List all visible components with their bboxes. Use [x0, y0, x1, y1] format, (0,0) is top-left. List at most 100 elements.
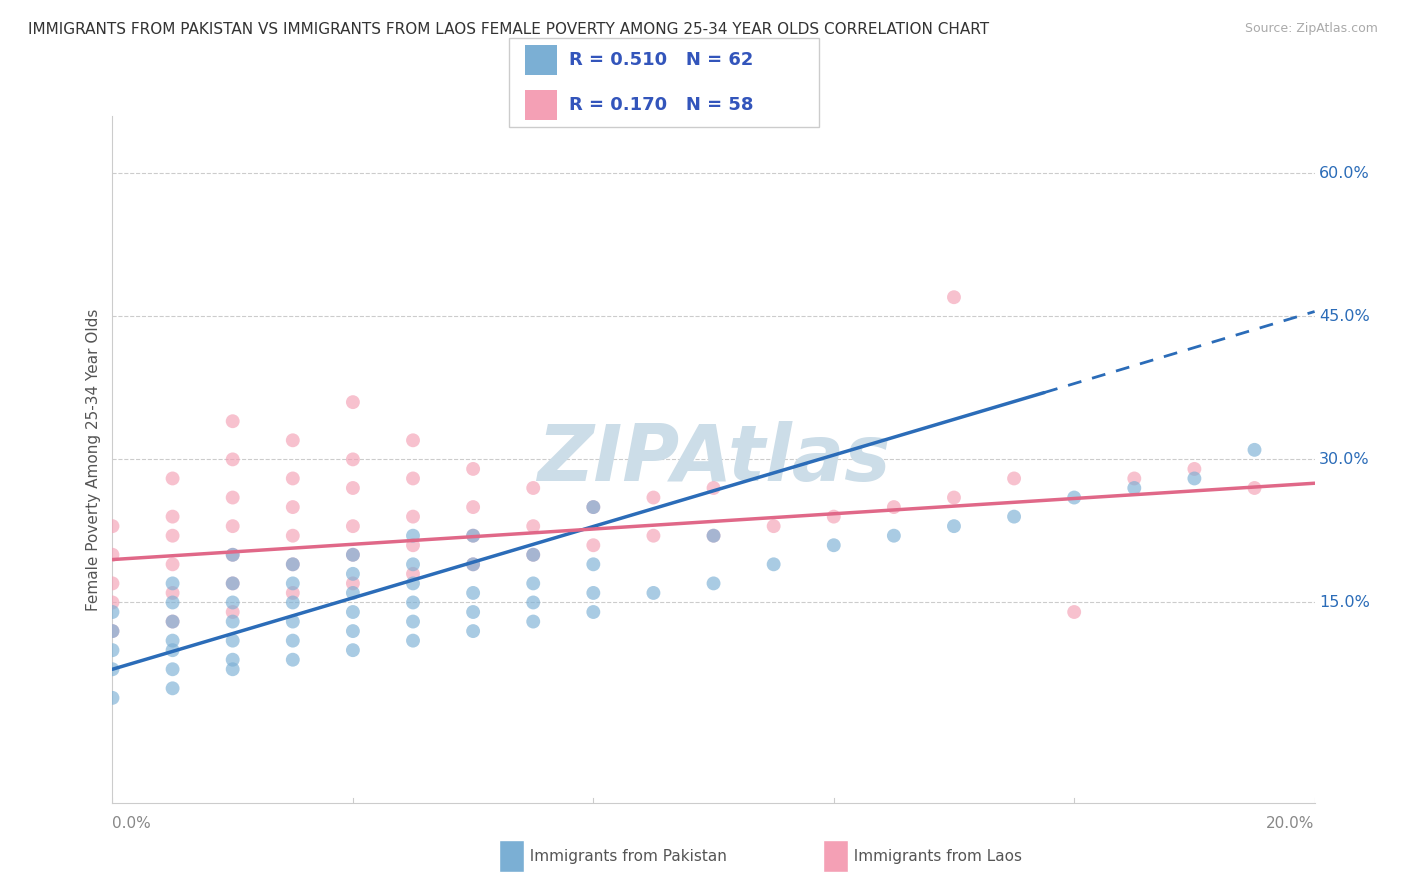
Point [1123, 481, 1146, 495]
Point [522, 548, 544, 562]
Point [342, 481, 364, 495]
Point [162, 633, 184, 648]
Point [643, 586, 665, 600]
Point [101, 690, 124, 705]
Point [222, 576, 245, 591]
Point [222, 605, 245, 619]
Point [823, 538, 845, 552]
Point [402, 538, 425, 552]
Point [461, 558, 484, 572]
Point [281, 576, 304, 591]
Point [1123, 471, 1146, 485]
Point [281, 615, 304, 629]
Point [222, 452, 245, 467]
Point [342, 519, 364, 533]
Text: 60.0%: 60.0% [1319, 166, 1369, 181]
Point [222, 548, 245, 562]
Y-axis label: Female Poverty Among 25-34 Year Olds: Female Poverty Among 25-34 Year Olds [86, 309, 101, 610]
Point [942, 519, 965, 533]
Point [402, 558, 425, 572]
Point [101, 548, 124, 562]
Text: ZIPAtlas: ZIPAtlas [537, 421, 890, 498]
Point [522, 576, 544, 591]
Text: 30.0%: 30.0% [1319, 452, 1369, 467]
Point [461, 529, 484, 543]
Point [101, 519, 124, 533]
Point [162, 615, 184, 629]
Point [883, 500, 905, 514]
Point [101, 595, 124, 609]
Point [281, 471, 304, 485]
Point [582, 558, 605, 572]
Point [1184, 471, 1206, 485]
Point [222, 548, 245, 562]
Text: 20.0%: 20.0% [1267, 816, 1315, 831]
Text: Source: ZipAtlas.com: Source: ZipAtlas.com [1244, 22, 1378, 36]
Point [402, 633, 425, 648]
Point [162, 576, 184, 591]
Point [342, 624, 364, 639]
Point [1063, 491, 1085, 505]
Point [402, 615, 425, 629]
Point [281, 434, 304, 448]
Point [222, 576, 245, 591]
Point [281, 500, 304, 514]
Point [402, 471, 425, 485]
Point [281, 558, 304, 572]
Point [522, 548, 544, 562]
Point [402, 566, 425, 581]
Point [101, 624, 124, 639]
Point [823, 509, 845, 524]
Point [281, 633, 304, 648]
Point [402, 509, 425, 524]
Point [461, 529, 484, 543]
Point [582, 605, 605, 619]
Point [1243, 481, 1265, 495]
Point [222, 633, 245, 648]
Point [461, 558, 484, 572]
Point [461, 462, 484, 476]
Point [1063, 605, 1085, 619]
Point [402, 576, 425, 591]
Point [162, 509, 184, 524]
Point [702, 529, 725, 543]
Point [522, 615, 544, 629]
Point [342, 548, 364, 562]
Point [222, 595, 245, 609]
Point [643, 529, 665, 543]
Point [222, 491, 245, 505]
Point [162, 662, 184, 676]
Point [281, 586, 304, 600]
Text: 15.0%: 15.0% [1319, 595, 1369, 610]
Point [522, 519, 544, 533]
Point [222, 414, 245, 428]
Point [461, 624, 484, 639]
Point [101, 605, 124, 619]
Point [101, 643, 124, 657]
Point [402, 595, 425, 609]
Point [883, 529, 905, 543]
Text: R = 0.170   N = 58: R = 0.170 N = 58 [569, 96, 754, 114]
Point [942, 491, 965, 505]
Point [582, 586, 605, 600]
Point [222, 653, 245, 667]
Point [162, 471, 184, 485]
Point [162, 529, 184, 543]
Point [281, 595, 304, 609]
Point [582, 500, 605, 514]
Point [762, 558, 785, 572]
Point [702, 576, 725, 591]
Point [461, 605, 484, 619]
Point [162, 643, 184, 657]
Point [942, 290, 965, 304]
Point [101, 624, 124, 639]
Point [162, 681, 184, 696]
Point [342, 395, 364, 409]
Text: 0.0%: 0.0% [112, 816, 152, 831]
Point [162, 615, 184, 629]
Point [402, 529, 425, 543]
Point [522, 481, 544, 495]
Point [222, 662, 245, 676]
Text: 45.0%: 45.0% [1319, 309, 1369, 324]
Bar [526, 45, 557, 75]
